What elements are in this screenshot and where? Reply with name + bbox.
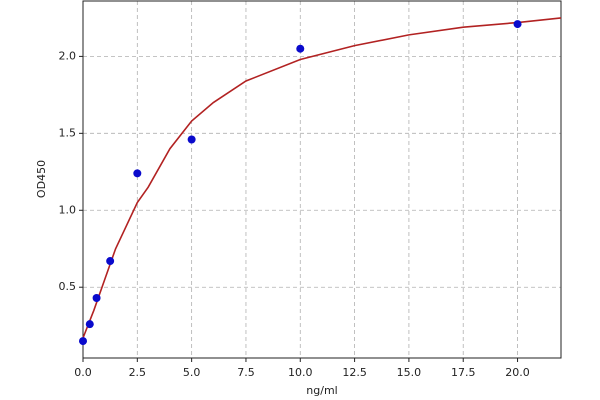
data-point bbox=[187, 135, 196, 144]
x-tick-label: 15.0 bbox=[397, 366, 422, 379]
y-tick-label: 0.5 bbox=[59, 280, 77, 293]
y-tick-label: 1.5 bbox=[59, 126, 77, 139]
x-tick-label: 17.5 bbox=[451, 366, 476, 379]
data-point bbox=[106, 257, 115, 266]
data-point bbox=[513, 20, 522, 29]
x-tick-label: 2.5 bbox=[129, 366, 147, 379]
data-point bbox=[296, 44, 305, 53]
x-tick-label: 5.0 bbox=[183, 366, 201, 379]
x-tick-label: 7.5 bbox=[237, 366, 255, 379]
plot-frame bbox=[82, 0, 562, 359]
x-tick-label: 0.0 bbox=[74, 366, 92, 379]
data-point bbox=[85, 320, 94, 329]
y-tick-label: 2.0 bbox=[59, 49, 77, 62]
x-tick-label: 12.5 bbox=[342, 366, 367, 379]
y-tick-label: 1.0 bbox=[59, 203, 77, 216]
x-axis-label: ng/ml bbox=[306, 384, 337, 397]
x-tick-label: 10.0 bbox=[288, 366, 313, 379]
data-point bbox=[133, 169, 142, 178]
y-axis-label: OD450 bbox=[35, 160, 48, 198]
data-point bbox=[79, 337, 87, 346]
data-point bbox=[92, 293, 101, 302]
x-tick-label: 20.0 bbox=[505, 366, 530, 379]
